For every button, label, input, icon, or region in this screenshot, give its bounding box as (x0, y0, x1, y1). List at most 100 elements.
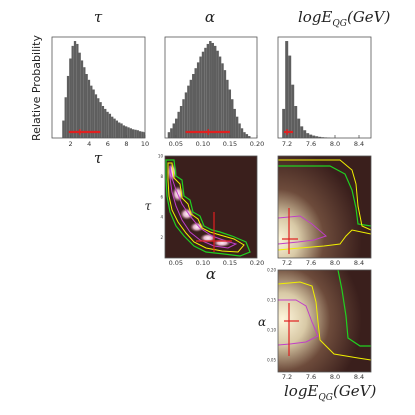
histogram-bar (175, 118, 178, 138)
histogram-bar (97, 98, 100, 138)
histogram-bar (187, 85, 190, 138)
tick-label: 7.2 (282, 373, 292, 381)
tick-label: 7.6 (306, 373, 316, 381)
title-alpha: α (205, 8, 215, 26)
histogram-bar (143, 132, 145, 138)
contour-inner-magenta (277, 215, 327, 245)
histogram-bar (300, 126, 304, 138)
tick-label: 6 (160, 194, 163, 199)
histogram-bar (240, 128, 244, 138)
histogram-bar (108, 113, 112, 138)
contour-outer-green (165, 159, 251, 257)
tick-label: 0.05 (169, 140, 183, 148)
histogram-bar (297, 118, 301, 138)
histogram-bar (223, 70, 227, 138)
histogram-bar (184, 92, 188, 138)
histogram-bar (113, 118, 116, 138)
title-logE: logEQG(GeV) (298, 8, 391, 29)
histogram-frame (164, 36, 258, 139)
contour-inner-magenta (169, 165, 238, 249)
histogram-bar (194, 68, 197, 138)
histogram-frame (277, 36, 372, 139)
tick-label: 4 (87, 140, 91, 148)
histogram-bar (122, 125, 126, 138)
histogram-bar (71, 45, 74, 138)
tick-label: 8.4 (354, 259, 364, 267)
tick-label: 2 (69, 140, 73, 148)
histogram-bar (101, 106, 105, 138)
tick-label: 8.0 (330, 259, 340, 267)
histogram-alpha: 0.05 0.10 0.15 0.20 (164, 36, 264, 148)
tick-label: 8.4 (354, 373, 364, 381)
tick-label: 0.15 (223, 140, 237, 148)
histogram-bar (243, 132, 246, 138)
y-axis-label-tau: τ (145, 199, 152, 213)
tick-label: 8 (124, 140, 128, 148)
histogram-bar (233, 108, 236, 138)
tick-label: 0.10 (196, 140, 210, 148)
tick-label: 4 (160, 215, 163, 220)
histogram-bar (282, 108, 286, 138)
histogram-bar (315, 136, 319, 138)
histogram-bar (248, 136, 251, 138)
histogram-bar (189, 79, 193, 138)
contour-mid-yellow (167, 162, 245, 253)
histogram-bar (90, 85, 93, 138)
histogram-bar (211, 42, 214, 138)
x-axis-label-tau: τ (94, 149, 103, 167)
histogram-bar (170, 128, 173, 138)
tick-label: 10 (141, 140, 149, 148)
y-axis-label-relative-probability: Relative Probability (30, 35, 43, 141)
histogram-bar (221, 63, 224, 138)
contour-inner-magenta (277, 299, 319, 346)
histogram-bar (182, 99, 185, 138)
histogram-bar (73, 41, 77, 138)
tick-label: 8.4 (354, 140, 364, 148)
tick-label: 0.10 (196, 259, 210, 267)
histogram-bar (291, 84, 295, 138)
histogram-bar (288, 55, 292, 138)
contour-mid-yellow (277, 281, 372, 361)
histogram-bar (136, 130, 139, 138)
tick-label: 8 (160, 174, 163, 179)
histogram-bar (83, 67, 86, 138)
tick-label: 0.20 (250, 140, 264, 148)
tick-label: 10 (158, 154, 164, 159)
histogram-bar (125, 126, 128, 138)
histogram-bar (206, 43, 210, 138)
joint-panel-logE-alpha: 7.2 7.6 8.0 8.4 0.05 0.10 0.15 0.20 (267, 268, 372, 381)
histogram-bar (69, 58, 72, 139)
x-axis-label-alpha: α (206, 265, 216, 283)
histogram-bar (62, 120, 65, 138)
tick-label: 7.2 (282, 259, 292, 267)
histogram-bar (303, 130, 307, 138)
x-axis-label-logE: logEQG(GeV) (284, 382, 377, 403)
histogram-bar (92, 89, 95, 138)
tick-label: 0.20 (267, 268, 276, 273)
tick-label: 8.0 (330, 140, 340, 148)
histogram-bar (209, 41, 212, 138)
histogram-bar (285, 41, 289, 138)
histogram-bar (231, 99, 234, 138)
tick-label: 0.10 (267, 328, 276, 333)
histogram-bar (201, 51, 205, 139)
tick-label: 7.2 (282, 140, 292, 148)
contour-outer-green (337, 269, 371, 347)
histogram-bar (306, 133, 310, 138)
histogram-bar (226, 79, 229, 138)
histogram-bar (87, 79, 91, 138)
histogram-bar (120, 123, 123, 138)
tick-label: 0.05 (267, 358, 276, 363)
svg-text:logEQG(GeV): logEQG(GeV) (284, 382, 377, 403)
histogram-bar (199, 56, 202, 138)
tick-label: 6 (106, 140, 110, 148)
histogram-bar (127, 127, 130, 138)
histogram-bar (106, 111, 109, 138)
tick-label: 7.6 (306, 259, 316, 267)
contour-outer-green (278, 165, 372, 227)
histogram-bar (172, 123, 176, 138)
histogram-logE: 7.2 7.6 8.0 8.4 (277, 36, 372, 148)
histogram-bar (196, 62, 200, 138)
histogram-bar (66, 75, 70, 138)
histogram-bar (235, 116, 239, 138)
